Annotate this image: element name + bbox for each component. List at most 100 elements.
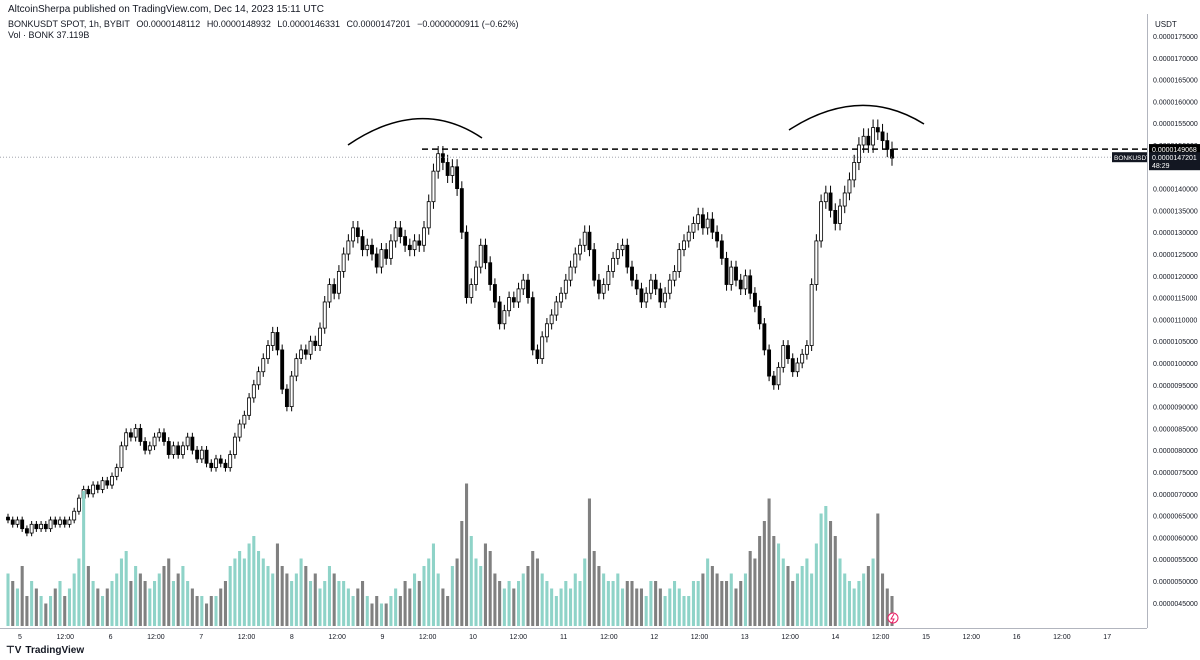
volume-bar (578, 581, 582, 626)
candle-body (743, 275, 748, 290)
volume-bar (857, 581, 861, 626)
volume-bar (323, 581, 327, 626)
volume-bar (271, 573, 275, 626)
candle-body (29, 523, 34, 534)
volume-bar (91, 581, 95, 626)
volume-bar (167, 558, 171, 626)
candle-body (143, 441, 148, 451)
candle-body (218, 458, 223, 464)
time-tick-label: 13 (741, 634, 749, 641)
candle-body (251, 384, 256, 399)
volume-bar (805, 558, 809, 626)
volume-bar (119, 558, 123, 626)
candle-body (601, 284, 606, 294)
volume-bar (332, 573, 336, 626)
symbol-info[interactable]: BONKUSDT SPOT, 1h, BYBIT (8, 19, 130, 29)
price-tick-label: 0.0000080000 (1153, 448, 1198, 455)
volume-bar (554, 596, 558, 626)
price-tick-label: 0.0000120000 (1153, 274, 1198, 281)
volume-bar (606, 581, 610, 626)
candle-body (738, 279, 743, 290)
volume-bar (318, 588, 322, 626)
volume-bar (124, 551, 128, 626)
candle-body (436, 153, 441, 172)
candle-body (147, 445, 152, 451)
candle-body (91, 484, 96, 495)
volume-bar (781, 558, 785, 626)
candle-body (34, 523, 39, 530)
candle-body (502, 310, 507, 325)
candle-body (582, 231, 587, 246)
candle-body (180, 445, 185, 455)
top-arc-1[interactable] (347, 117, 483, 146)
volume-bar (748, 551, 752, 626)
price-tick-label: 0.0000105000 (1153, 339, 1198, 346)
tradingview-brand[interactable]: ⊤V TradingView (6, 645, 84, 656)
volume-bar (800, 566, 804, 626)
price-tick-label: 0.0000115000 (1153, 296, 1197, 303)
candle-body (20, 519, 25, 530)
candle-body (790, 358, 795, 373)
volume-bar (625, 581, 629, 626)
volume-bar (143, 581, 147, 626)
candle-body (819, 201, 824, 242)
price-tick-label: 0.0000095000 (1153, 383, 1198, 390)
volume-bar (214, 596, 218, 626)
volume-bar (824, 506, 828, 626)
time-tick-label: 12:00 (691, 634, 709, 641)
time-tick-label: 12:00 (238, 634, 256, 641)
volume-bar (465, 483, 469, 626)
top-arc-2[interactable] (788, 104, 925, 131)
lightning-event-icon[interactable] (887, 612, 899, 624)
volume-bar (483, 543, 487, 626)
candle-body (752, 292, 757, 307)
bar-countdown: 48:29 (1152, 163, 1170, 170)
volume-bar (49, 596, 53, 626)
candle-body (823, 192, 828, 203)
candle-body (322, 301, 327, 329)
volume-bar (630, 581, 634, 626)
candle-body (852, 162, 857, 181)
volume-bar (313, 573, 317, 626)
price-tick-label: 0.0000175000 (1153, 34, 1198, 41)
candle-body (838, 205, 842, 224)
candle-body (72, 510, 77, 521)
candle-body (374, 253, 379, 268)
candle-body (10, 519, 15, 525)
volume-bar (200, 596, 204, 626)
volume-bar (101, 596, 105, 626)
time-tick-label: 12:00 (1053, 634, 1071, 641)
candle-body (478, 244, 483, 268)
volume-bar (157, 573, 161, 626)
candle-body (469, 284, 474, 298)
candle-body (488, 262, 493, 285)
volume-bar (488, 551, 492, 626)
candle-body (455, 166, 460, 190)
candle-body (719, 240, 724, 259)
volume-bar (190, 588, 194, 626)
candle-body (492, 284, 497, 303)
publisher-line: AltcoinSherpa published on TradingView.c… (8, 4, 324, 15)
candle-body (223, 462, 228, 469)
time-tick-label: 12:00 (781, 634, 799, 641)
price-tick-label: 0.0000160000 (1153, 99, 1198, 106)
candle-body (275, 332, 280, 351)
volume-bar (427, 558, 431, 626)
price-axis[interactable]: 0.0000175000 0.0000170000 0.0000165000 0.00… (1147, 14, 1200, 628)
volume-bar (819, 513, 823, 626)
candle-body (677, 249, 682, 272)
volume-bar (238, 551, 242, 626)
volume-bar (351, 596, 355, 626)
volume-bar (153, 581, 157, 626)
volume-bar (507, 581, 511, 626)
volume-bar (526, 566, 530, 626)
price-chart[interactable]: BONKUSDT (0, 14, 1147, 628)
time-axis[interactable]: 5 12:00 6 12:00 7 12:00 8 12:00 9 12:00 10 12:00 11 1… (0, 628, 1147, 643)
volume-bar (710, 566, 714, 626)
candle-body (445, 162, 450, 176)
volume-bar (290, 581, 294, 626)
candle-body (48, 519, 53, 530)
volume-bar (375, 596, 379, 626)
candle-body (341, 253, 346, 272)
volume-bar (517, 581, 521, 626)
